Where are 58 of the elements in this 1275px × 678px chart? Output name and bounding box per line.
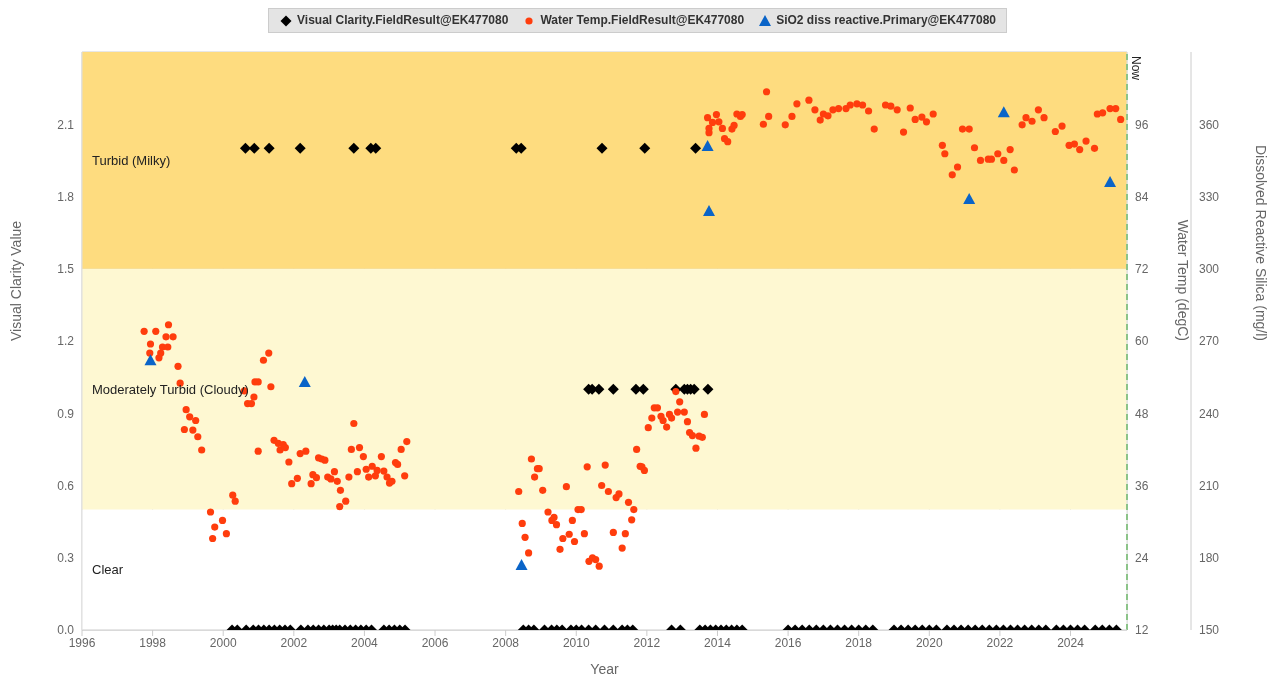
y-tick-label: 1.5 xyxy=(57,262,75,277)
y2-tick-label: 60 xyxy=(1135,334,1149,349)
y2-tick-label: 96 xyxy=(1135,117,1149,132)
x-tick-label: 2006 xyxy=(421,635,449,650)
y2-tick-label: 72 xyxy=(1135,262,1149,277)
y3-tick-label: 180 xyxy=(1199,551,1220,566)
y2-tick-label: 24 xyxy=(1135,551,1149,566)
x-tick-label: 2008 xyxy=(492,635,520,650)
y3-tick-label: 360 xyxy=(1199,117,1220,132)
y-axis-title: Visual Clarity Value xyxy=(7,220,24,341)
y-tick-label: 0.6 xyxy=(57,478,75,493)
point xyxy=(515,558,528,570)
legend-label: Visual Clarity.FieldResult@EK477080 xyxy=(296,13,509,28)
x-tick-label: 2024 xyxy=(1057,635,1085,650)
y3-tick-label: 270 xyxy=(1199,334,1220,349)
x-axis-title: Year xyxy=(590,661,619,677)
y3-tick-label: 150 xyxy=(1199,623,1220,638)
x-tick-label: 2000 xyxy=(209,635,237,650)
point xyxy=(144,354,157,366)
y2-tick-label: 36 xyxy=(1135,478,1149,493)
y-tick-label: 1.8 xyxy=(57,189,75,204)
x-tick-label: 2018 xyxy=(845,635,873,650)
y2-tick-label: 48 xyxy=(1135,406,1149,421)
y-tick-label: 0.3 xyxy=(57,551,75,566)
point xyxy=(1104,176,1117,188)
x-tick-label: 2010 xyxy=(562,635,590,650)
point xyxy=(298,375,311,387)
x-tick-label: 2014 xyxy=(704,635,732,650)
x-tick-label: 2012 xyxy=(633,635,661,650)
point xyxy=(701,139,714,151)
legend-label: Water Temp.FieldResult@EK477080 xyxy=(539,13,745,28)
x-tick-label: 2002 xyxy=(280,635,308,650)
x-tick-label: 2020 xyxy=(915,635,943,650)
y2-tick-label: 84 xyxy=(1135,189,1149,204)
y-tick-label: 0.0 xyxy=(57,623,75,638)
y-tick-label: 2.1 xyxy=(57,117,75,132)
y3-axis-title: Dissolved Reactive Silica (mg/l) xyxy=(1253,144,1270,341)
x-tick-label: 1998 xyxy=(139,635,167,650)
y3-tick-label: 240 xyxy=(1199,406,1220,421)
x-tick-label: 2016 xyxy=(774,635,802,650)
x-tick-label: 2004 xyxy=(351,635,379,650)
band-label: Clear xyxy=(92,562,124,578)
point xyxy=(963,192,976,204)
y-tick-label: 0.9 xyxy=(57,406,75,421)
point xyxy=(997,106,1010,118)
y3-tick-label: 210 xyxy=(1199,478,1220,493)
y3-tick-label: 300 xyxy=(1199,262,1220,277)
y2-tick-label: 12 xyxy=(1135,623,1149,638)
y3-tick-label: 330 xyxy=(1199,189,1220,204)
band-label: Moderately Turbid (Cloudy) xyxy=(92,381,249,397)
point xyxy=(703,204,715,216)
band-label: Turbid (Milky) xyxy=(92,152,171,168)
y2-axis-title: Water Temp (degC) xyxy=(1175,219,1192,341)
legend-label: SiO2 diss reactive.Primary@EK477080 xyxy=(775,13,996,28)
ref-line-label: Now xyxy=(1129,56,1143,81)
x-tick-label: 1996 xyxy=(68,635,96,650)
y-tick-label: 1.2 xyxy=(57,334,75,349)
x-tick-label: 2022 xyxy=(986,635,1014,650)
